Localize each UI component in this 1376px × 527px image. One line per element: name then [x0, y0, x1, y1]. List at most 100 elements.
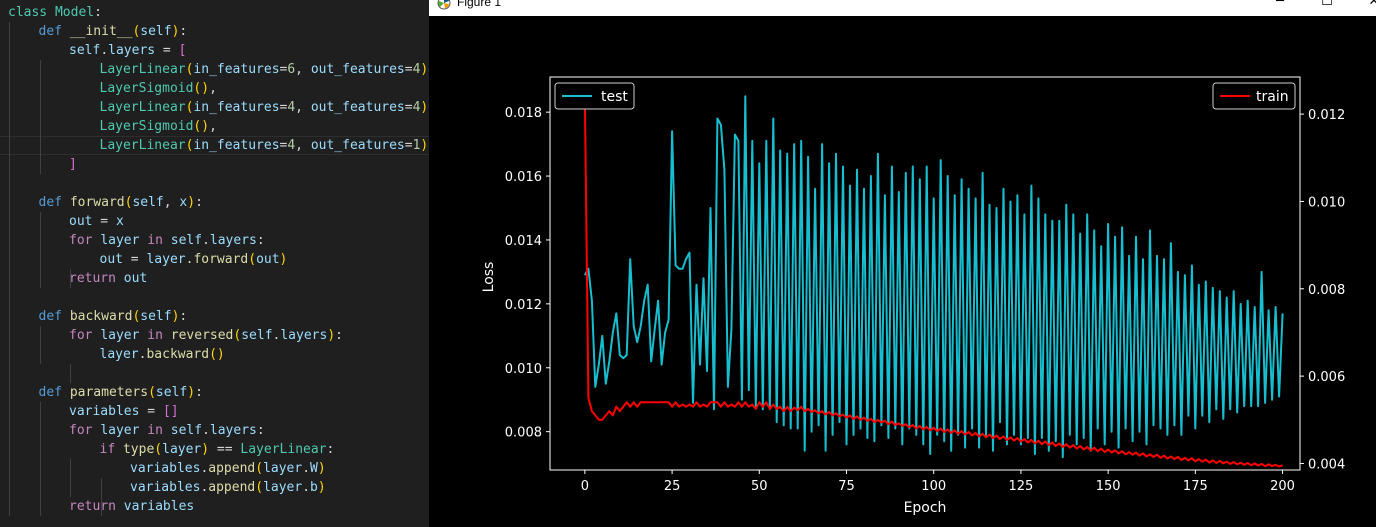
code-line[interactable]: def forward(self, x):: [39, 193, 203, 212]
legend-test: test: [554, 82, 635, 110]
close-icon[interactable]: ✕: [1368, 0, 1376, 9]
code-line[interactable]: for layer in reversed(self.layers):: [69, 326, 343, 345]
y-right-tick-label: 0.004: [1308, 457, 1345, 472]
maximize-icon[interactable]: ☐: [1321, 0, 1333, 9]
code-line[interactable]: class Model:: [8, 3, 102, 22]
code-token: layer: [100, 423, 140, 438]
code-line[interactable]: variables.append(layer.b): [130, 478, 326, 497]
code-line[interactable]: self.layers = [: [69, 41, 186, 60]
code-token: =: [279, 100, 288, 115]
code-token: .: [302, 461, 311, 476]
code-line[interactable]: return variables: [69, 497, 194, 516]
code-line[interactable]: LayerSigmoid(),: [100, 79, 217, 98]
code-line[interactable]: variables = []: [69, 402, 179, 421]
code-token: layer: [162, 442, 202, 457]
series-layer: [583, 95, 1284, 468]
code-token: layer: [146, 252, 186, 267]
code-token: ): [187, 195, 196, 210]
code-line[interactable]: return out: [69, 269, 147, 288]
code-token: __init__: [69, 24, 133, 39]
code-token: W: [310, 461, 318, 476]
code-line[interactable]: out = layer.forward(out): [100, 250, 288, 269]
code-token: .: [302, 480, 311, 495]
code-token: parameters: [69, 385, 149, 400]
x-tick-label: 100: [921, 479, 946, 494]
code-token: []: [162, 404, 179, 419]
code-token: append: [208, 480, 256, 495]
code-token: layer: [99, 347, 139, 362]
code-token: (): [209, 347, 225, 362]
code-token: for: [69, 328, 101, 343]
code-token: ): [187, 385, 196, 400]
code-token: (: [132, 24, 141, 39]
code-token: ]: [69, 157, 77, 172]
code-line[interactable]: ]: [69, 155, 77, 174]
code-token: type: [122, 442, 155, 457]
code-line[interactable]: def backward(self):: [39, 307, 188, 326]
window-titlebar[interactable]: Figure 1 ─ ☐ ✕: [429, 0, 1376, 16]
code-token: .: [185, 252, 194, 267]
code-line[interactable]: layer.backward(): [100, 345, 225, 364]
code-token: def: [38, 195, 70, 210]
code-token: ,: [209, 81, 217, 96]
code-token: (: [248, 252, 257, 267]
code-token: out_features: [310, 100, 405, 115]
code-token: .: [202, 233, 210, 248]
code-token: append: [208, 461, 256, 476]
code-token: if: [99, 442, 123, 457]
code-token: =: [279, 62, 288, 77]
matplotlib-app-icon: [437, 0, 451, 10]
code-line[interactable]: LayerLinear(in_features=6, out_features=…: [100, 60, 430, 79]
code-token: .: [202, 423, 210, 438]
code-token: ): [420, 138, 429, 153]
code-line[interactable]: LayerLinear(in_features=4, out_features=…: [100, 98, 430, 117]
y-left-tick-label: 0.014: [505, 234, 542, 249]
code-token: LayerLinear: [99, 62, 186, 77]
minimize-icon[interactable]: ─: [1276, 0, 1284, 9]
code-line[interactable]: def __init__(self):: [39, 22, 188, 41]
code-token: ): [279, 252, 288, 267]
x-tick-label: 175: [1183, 479, 1208, 494]
code-line[interactable]: if type(layer) == LayerLinear:: [100, 440, 335, 459]
code-token: ,: [163, 195, 180, 210]
x-tick-label: 25: [664, 479, 681, 494]
code-token: :: [195, 385, 203, 400]
code-line[interactable]: LayerLinear(in_features=4, out_features=…: [100, 136, 430, 155]
code-token: in: [139, 423, 171, 438]
indent-guide: [70, 459, 71, 497]
y-left-tick-label: 0.016: [505, 170, 542, 185]
indent-guide: [39, 60, 41, 174]
code-line[interactable]: def parameters(self):: [39, 383, 203, 402]
code-editor[interactable]: class Model: def __init__(self): self.laye…: [0, 0, 429, 527]
code-token: (: [233, 328, 242, 343]
series-line-train: [583, 100, 1283, 468]
code-token: (: [124, 195, 133, 210]
code-token: variables: [130, 461, 201, 476]
code-token: 4: [287, 100, 296, 115]
code-token: ,: [428, 62, 429, 77]
code-token: ): [420, 62, 429, 77]
code-token: layer: [100, 233, 140, 248]
x-tick-label: 150: [1096, 479, 1121, 494]
code-token: out: [123, 271, 148, 286]
code-token: Model: [54, 5, 95, 20]
code-line[interactable]: LayerSigmoid(),: [100, 117, 217, 136]
x-axis-label: Epoch: [904, 500, 947, 516]
code-token: self: [241, 328, 273, 343]
code-token: [: [178, 43, 187, 58]
code-line[interactable]: for layer in self.layers:: [69, 231, 265, 250]
y-axis-label: Loss: [481, 262, 497, 293]
code-line[interactable]: out = x: [69, 212, 124, 231]
code-line[interactable]: variables.append(layer.W): [130, 459, 326, 478]
code-token: def: [38, 24, 70, 39]
code-token: (: [154, 442, 163, 457]
code-token: class: [8, 5, 55, 20]
code-line[interactable]: for layer in self.layers:: [69, 421, 265, 440]
code-token: LayerLinear: [99, 100, 186, 115]
code-token: in: [139, 233, 171, 248]
code-token: =: [122, 252, 147, 267]
y-left-tick-label: 0.012: [505, 298, 542, 313]
y-right-tick-label: 0.008: [1308, 283, 1345, 298]
code-token: out: [99, 252, 123, 267]
code-token: variables: [123, 499, 195, 514]
